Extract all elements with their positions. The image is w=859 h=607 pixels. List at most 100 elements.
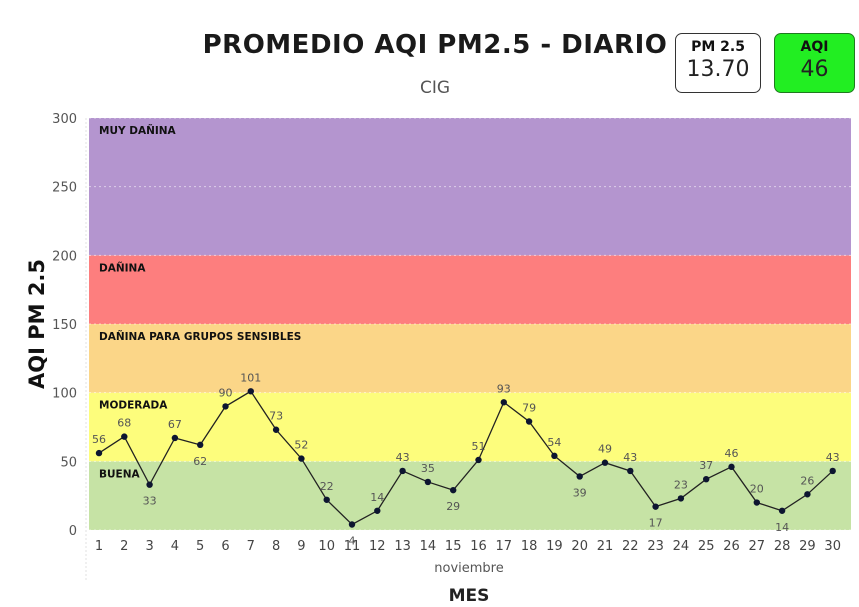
- pm25-card: PM 2.5 13.70: [675, 33, 761, 93]
- data-label-1: 68: [117, 417, 131, 430]
- x-tick-label-3: 4: [171, 539, 179, 554]
- x-tick-label-9: 10: [318, 539, 335, 554]
- data-label-25: 46: [725, 447, 739, 460]
- series-aqi: 56 68 33 67 62 90 101 73 52 22 4 14 43 35 29 51 93 79 54 39…: [92, 371, 840, 547]
- data-label-29: 43: [826, 451, 840, 464]
- band-3: [89, 255, 851, 324]
- x-tick-label-10: 11: [344, 539, 361, 554]
- y-tick-label-2: 100: [52, 387, 77, 402]
- data-label-27: 14: [775, 521, 789, 534]
- data-point-0: [95, 449, 103, 457]
- data-point-2: [146, 481, 153, 488]
- y-tick-label-6: 300: [52, 112, 77, 127]
- data-point-23: [677, 495, 685, 502]
- y-axis-label: AQI PM 2.5: [25, 259, 49, 389]
- data-point-18: [551, 452, 558, 460]
- data-label-10: 4: [349, 535, 356, 548]
- data-label-11: 14: [370, 491, 384, 504]
- data-point-22: [652, 503, 659, 510]
- data-point-26: [753, 499, 760, 506]
- y-tick-label-5: 250: [52, 181, 77, 196]
- data-point-27: [778, 507, 786, 514]
- x-tick-label-24: 25: [698, 539, 715, 554]
- data-label-3: 67: [168, 418, 182, 431]
- pm25-card-value: 13.70: [686, 57, 750, 82]
- data-label-15: 51: [472, 440, 486, 453]
- data-label-9: 22: [320, 480, 334, 493]
- x-tick-label-1: 2: [120, 539, 128, 554]
- x-tick-label-12: 13: [394, 539, 411, 554]
- y-tick-label-0: 0: [69, 524, 77, 539]
- data-point-17: [525, 418, 533, 425]
- data-label-4: 62: [193, 455, 207, 468]
- y-tick-label-1: 50: [60, 455, 77, 470]
- band-0: [89, 461, 851, 530]
- data-label-22: 17: [649, 517, 663, 530]
- data-label-6: 101: [240, 371, 261, 384]
- data-label-14: 29: [446, 500, 460, 513]
- band-1: [89, 392, 851, 462]
- data-point-15: [475, 456, 482, 464]
- aqi-card: AQI 46: [774, 33, 855, 93]
- data-label-7: 73: [269, 410, 283, 423]
- x-axis-sublabel: noviembre: [434, 561, 503, 576]
- series-line: [98, 390, 834, 526]
- aqi-card-value: 46: [800, 57, 829, 82]
- pm25-card-label: PM 2.5: [691, 39, 745, 55]
- y-axis-ticks: 0 50 100 150 200 250 300: [52, 112, 77, 539]
- x-tick-label-20: 21: [597, 539, 614, 554]
- x-tick-label-11: 12: [369, 539, 386, 554]
- data-point-14: [450, 486, 457, 494]
- data-label-23: 23: [674, 478, 688, 491]
- x-tick-label-14: 15: [445, 539, 462, 554]
- data-point-25: [728, 463, 735, 471]
- data-point-20: [601, 459, 609, 466]
- data-label-19: 39: [573, 486, 587, 499]
- x-tick-label-29: 30: [824, 539, 841, 554]
- chart-subtitle: CIG: [419, 78, 451, 98]
- aqi-bands: [89, 118, 851, 530]
- x-tick-label-21: 22: [622, 539, 639, 554]
- x-tick-label-17: 18: [521, 539, 538, 554]
- data-label-12: 43: [396, 451, 410, 464]
- data-point-13: [424, 478, 432, 486]
- y-tick-label-4: 200: [52, 249, 77, 264]
- band-label-4: MUY DAÑINA: [99, 124, 177, 137]
- x-tick-label-25: 26: [723, 539, 740, 554]
- x-tick-label-15: 16: [470, 539, 487, 554]
- data-point-19: [576, 473, 583, 480]
- band-2: [89, 324, 851, 393]
- x-tick-label-23: 24: [673, 539, 690, 554]
- data-label-26: 20: [750, 483, 764, 496]
- x-tick-label-18: 19: [546, 539, 563, 554]
- data-label-18: 54: [547, 436, 561, 449]
- x-tick-label-6: 7: [247, 539, 255, 554]
- x-tick-label-13: 14: [420, 539, 437, 554]
- data-point-4: [197, 441, 204, 449]
- x-tick-label-5: 6: [221, 539, 229, 554]
- y-tick-label-3: 150: [52, 318, 77, 333]
- data-point-21: [627, 467, 634, 475]
- x-tick-label-4: 5: [196, 539, 204, 554]
- chart-title: PROMEDIO AQI PM2.5 - DIARIO: [202, 30, 668, 60]
- band-label-1: MODERADA: [99, 400, 168, 412]
- data-point-8: [298, 455, 305, 462]
- x-axis-ticks: 1 2 3 4 5 6 7 8 9 10 11 12 13 14 15 16 17 18 19 20 21 22 23 24 2…: [95, 539, 841, 554]
- x-tick-label-7: 8: [272, 539, 280, 554]
- data-label-2: 33: [143, 495, 157, 508]
- data-point-12: [399, 467, 406, 475]
- data-point-24: [703, 475, 710, 483]
- band-label-0: BUENA: [99, 468, 140, 480]
- data-point-11: [374, 507, 381, 514]
- data-point-16: [500, 399, 507, 406]
- x-tick-label-16: 17: [496, 539, 513, 554]
- aqi-card-label: AQI: [800, 39, 829, 55]
- band-label-2: DAÑINA PARA GRUPOS SENSIBLES: [99, 330, 301, 343]
- data-label-8: 52: [294, 439, 308, 452]
- data-point-7: [272, 426, 280, 433]
- data-point-28: [804, 491, 811, 498]
- x-tick-label-2: 3: [145, 539, 153, 554]
- data-point-1: [121, 433, 128, 440]
- data-label-16: 93: [497, 382, 511, 395]
- data-label-21: 43: [623, 451, 637, 464]
